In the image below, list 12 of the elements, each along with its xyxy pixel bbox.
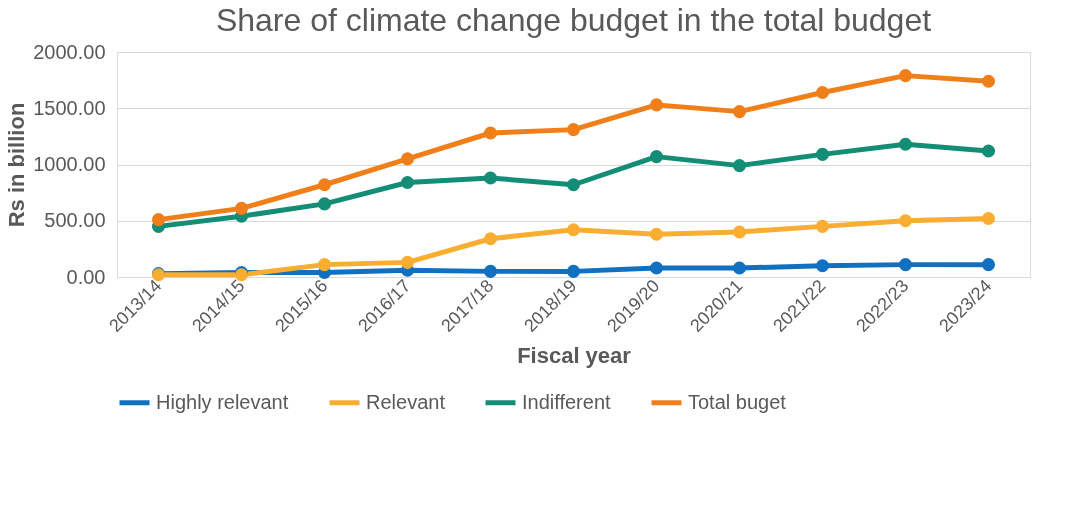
chart-title: Share of climate change budget in the total budget (215, 2, 932, 38)
y-tick-label: 500.00 (44, 209, 106, 232)
y-tick-label: 0.00 (66, 265, 106, 288)
y-tick-label: 1500.00 (33, 96, 106, 119)
y-tick-label: 2000.00 (33, 40, 106, 63)
legend-label: Relevant (366, 390, 446, 413)
y-tick-label: 1000.00 (33, 153, 106, 175)
y-axis-title: Rs in billion (4, 102, 30, 228)
legend-label: Highly relevant (156, 390, 289, 413)
legend-label: Indifferent (522, 390, 612, 413)
legend-label: Total buget (688, 390, 787, 413)
x-axis-title: Fiscal year (517, 342, 632, 368)
